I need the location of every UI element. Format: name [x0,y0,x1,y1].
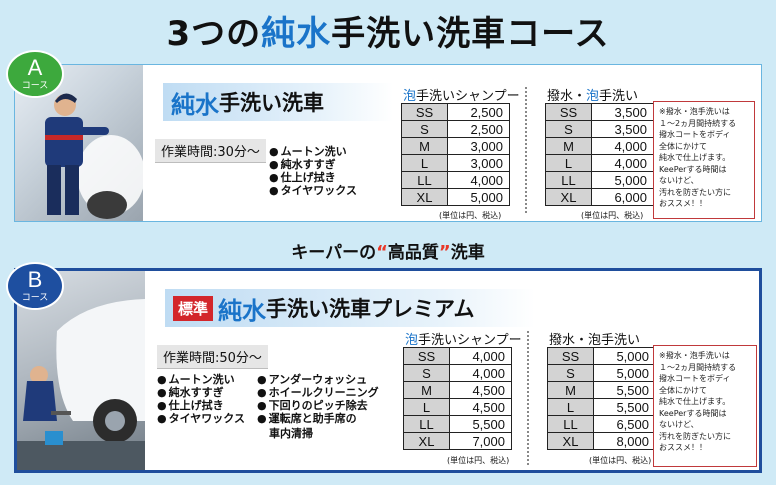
course-a-table2-title: 撥水・泡手洗い [547,89,639,104]
course-b-unit-note-1: (単位は円、税込) [447,456,510,465]
list-item: ムートン洗い [157,373,245,386]
list-item: 純水すすぎ [157,386,245,399]
course-b-note: ※撥水・泡手洗いは １〜2ヵ月間持続する 撥水コートをボディ 全体にかけて 純水… [653,345,757,467]
table-row: S 5,000 [547,364,656,382]
course-a-table2: SS 3,500 S 3,500 M 4,000 L 4,000 LL 5,000 XL 6… [545,103,654,206]
list-item: アンダーウォッシュ [257,373,379,386]
table-row: M 5,500 [547,381,656,399]
table-row: L 5,500 [547,398,656,416]
table-row: SS 5,000 [547,347,656,365]
table-row: S 4,000 [403,364,512,382]
course-a-title: 純水 手洗い洗車 [163,83,393,121]
table-row: LL 4,000 [401,171,510,189]
table-row: XL 8,000 [547,432,656,450]
table-row: S 3,500 [545,120,654,138]
table-row: LL 5,500 [403,415,512,433]
course-a-table1: SS 2,500 S 2,500 M 3,000 L 3,000 LL 4,000 XL 5… [401,103,510,206]
table-row: L 4,500 [403,398,512,416]
course-b-table2-title: 撥水・泡手洗い [549,333,641,348]
course-b-table1: SS 4,000 S 4,000 M 4,500 L 4,500 LL 5,500 XL 7… [403,347,512,450]
course-a-work-time: 作業時間:30分〜 [155,139,266,163]
course-b-unit-note-2: (単位は円、税込) [589,456,652,465]
course-a-table1-title: 泡手洗いシャンプー [403,89,520,104]
course-a-card: 純水手洗い洗車 作業時間:30分〜 ムートン洗い 純水すすぎ 仕上げ拭き タイヤ… [14,64,762,222]
course-b-badge-sub: コース [21,293,49,303]
course-a-menu: ムートン洗い 純水すすぎ 仕上げ拭き タイヤワックス [269,145,357,197]
divider [525,87,527,213]
table-row: SS 4,000 [403,347,512,365]
course-a-unit-note-1: (単位は円、税込) [439,211,502,220]
course-b-menu-col1: ムートン洗い 純水すすぎ 仕上げ拭き タイヤワックス [157,373,245,425]
course-b-table1-title: 泡手洗いシャンプー [405,333,522,348]
table-row: M 4,500 [403,381,512,399]
table-row: SS 3,500 [545,103,654,121]
course-a-letter: A [27,55,43,80]
page-title: 3つの純水手洗い洗車コース [166,14,610,54]
list-item: 仕上げ拭き [269,171,357,184]
course-b-title: 標準 純水 手洗い洗車プレミアム [165,289,535,327]
divider [527,331,529,465]
course-b-letter: B [27,267,43,292]
table-row: M 4,000 [545,137,654,155]
table-row: LL 5,000 [545,171,654,189]
table-row: LL 6,500 [547,415,656,433]
list-item: 下回りのピッチ除去 [257,399,379,412]
course-a-badge-sub: コース [21,81,49,91]
list-item: 純水すすぎ [269,158,357,171]
list-item: タイヤワックス [269,184,357,197]
course-b-menu-col2: アンダーウォッシュ ホイールクリーニング 下回りのピッチ除去 運転席と助手席の [257,373,379,425]
course-b-badge: B コース [6,262,64,310]
table-row: S 2,500 [401,120,510,138]
course-b-work-time: 作業時間:50分〜 [157,345,268,369]
course-a-badge: A コース [6,50,64,98]
table-row: SS 2,500 [401,103,510,121]
table-row: XL 5,000 [401,188,510,206]
tagline: キーパーの“高品質”洗車 [291,242,485,263]
table-row: L 3,000 [401,154,510,172]
table-row: L 4,000 [545,154,654,172]
course-a-unit-note-2: (単位は円、税込) [581,211,644,220]
table-row: XL 7,000 [403,432,512,450]
standard-tag: 標準 [173,295,214,321]
course-b-table2: SS 5,000 S 5,000 M 5,500 L 5,500 LL 6,500 XL 8… [547,347,656,450]
list-item: タイヤワックス [157,412,245,425]
course-b-menu-col2-cont: 車内清掃 [269,427,313,440]
table-row: XL 6,000 [545,188,654,206]
list-item: ホイールクリーニング [257,386,379,399]
course-a-photo [15,65,143,221]
table-row: M 3,000 [401,137,510,155]
list-item: ムートン洗い [269,145,357,158]
list-item: 運転席と助手席の [257,412,379,425]
course-a-note: ※撥水・泡手洗いは １〜2ヵ月間持続する 撥水コートをボディ 全体にかけて 純水… [653,101,755,219]
list-item: 仕上げ拭き [157,399,245,412]
